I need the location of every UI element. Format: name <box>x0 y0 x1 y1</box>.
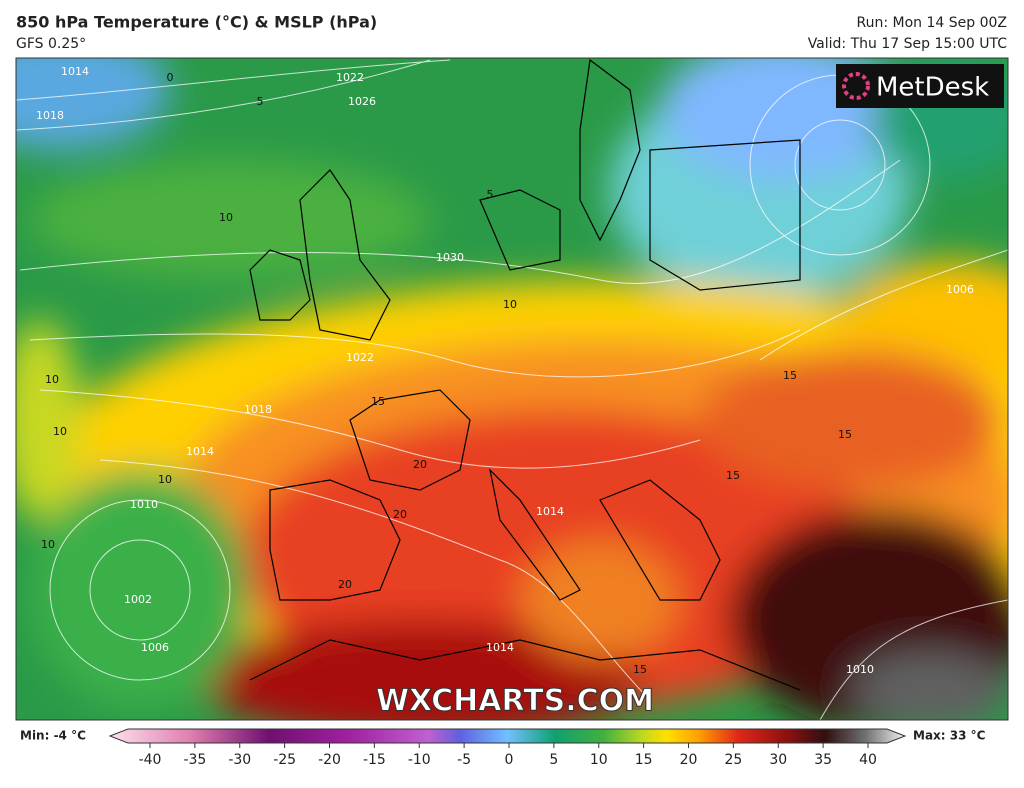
tick-label: 30 <box>769 752 787 768</box>
map-label: 10 <box>53 425 67 438</box>
tick-label: 25 <box>724 752 742 768</box>
isobars <box>16 59 1008 720</box>
map-label: 1006 <box>141 641 169 654</box>
model: GFS 0.25° <box>16 36 86 52</box>
map-label: 10 <box>158 473 172 486</box>
map-label: 0 <box>167 71 174 84</box>
map-label: 1026 <box>348 95 376 108</box>
map-label: 1010 <box>846 663 874 676</box>
brand-logo <box>842 72 870 100</box>
map-label: 20 <box>338 578 352 591</box>
map-label: 1030 <box>436 251 464 264</box>
coastlines <box>249 58 801 691</box>
title: 850 hPa Temperature (°C) & MSLP (hPa) <box>16 13 377 32</box>
map-label: 1014 <box>536 505 564 518</box>
map-label: 5 <box>257 95 264 108</box>
tick-label: 35 <box>814 752 832 768</box>
run: Run: Mon 14 Sep 00Z <box>857 15 1008 31</box>
map-label: 15 <box>633 663 647 676</box>
map-labels: 1014101810221026103010181014101010021006… <box>36 65 974 676</box>
map-label: 15 <box>371 395 385 408</box>
map-label: 1002 <box>124 593 152 606</box>
tick-label: -35 <box>183 752 206 768</box>
watermark: WXCHARTS.COM <box>376 684 654 719</box>
map-label: 1014 <box>186 445 214 458</box>
tick-label: -15 <box>363 752 386 768</box>
brand-box <box>836 64 1004 108</box>
tick-label: -25 <box>273 752 296 768</box>
min-label: Min: -4 °C <box>20 729 86 743</box>
map-label: 1022 <box>336 71 364 84</box>
tick-label: -20 <box>318 752 341 768</box>
map-label: 15 <box>726 469 740 482</box>
map-label: 1022 <box>346 351 374 364</box>
colorbar <box>108 728 907 744</box>
tick-label: 20 <box>680 752 698 768</box>
map-frame <box>15 57 1009 721</box>
map-label: 1010 <box>130 498 158 511</box>
map-label: 10 <box>219 211 233 224</box>
map-label: 10 <box>45 373 59 386</box>
map-label: 1014 <box>486 641 514 654</box>
map-label: 5 <box>487 188 494 201</box>
tick-label: 15 <box>635 752 653 768</box>
map-label: 20 <box>413 458 427 471</box>
map-label: 20 <box>393 508 407 521</box>
tick-label: -30 <box>228 752 251 768</box>
map-label: 1014 <box>61 65 89 78</box>
tick-label: -10 <box>408 752 431 768</box>
tick-label: 40 <box>859 752 877 768</box>
map: 1014101810221026103010181014101010021006… <box>16 58 1008 720</box>
tick-label: -40 <box>139 752 162 768</box>
colorbar-ticks: -40 -35 -30 -25 -20 -15 -10 -5 0 5 10 15 20 25 30 35 40 <box>139 743 877 768</box>
map-label: 1018 <box>244 403 272 416</box>
tick-label: -5 <box>457 752 471 768</box>
map-label: 1018 <box>36 109 64 122</box>
map-label: 15 <box>783 369 797 382</box>
tick-label: 5 <box>549 752 558 768</box>
brand: MetDesk <box>876 73 989 103</box>
valid: Valid: Thu 17 Sep 15:00 UTC <box>808 36 1008 52</box>
map-label: 10 <box>503 298 517 311</box>
map-label: 1006 <box>946 283 974 296</box>
map-label: 10 <box>41 538 55 551</box>
max-label: Max: 33 °C <box>913 729 986 743</box>
tick-label: 0 <box>505 752 514 768</box>
map-label: 15 <box>838 428 852 441</box>
tick-label: 10 <box>590 752 608 768</box>
